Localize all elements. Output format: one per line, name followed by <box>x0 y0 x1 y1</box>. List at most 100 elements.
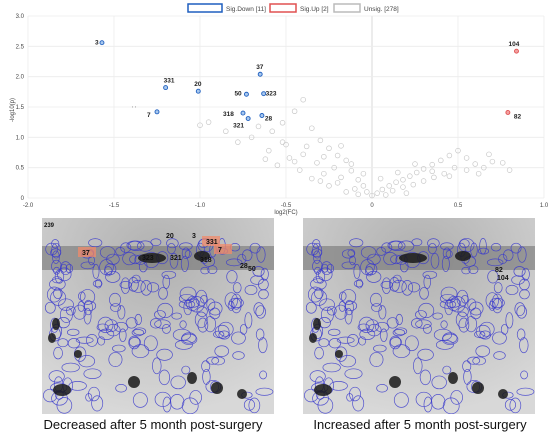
gel-spot-outline <box>365 263 378 276</box>
gel-spot-outline <box>435 339 454 350</box>
gel-spot-outline <box>404 335 419 352</box>
point-sig-down <box>261 91 267 97</box>
gel-spot-label: 104 <box>497 275 509 282</box>
gel-spot-outline <box>80 289 96 305</box>
point-unsig <box>297 167 303 173</box>
gel-spot-outline <box>366 270 382 283</box>
gel-spot-outline <box>440 242 454 251</box>
x-tick-label: -1.0 <box>195 203 206 209</box>
gel-spot-outline <box>207 265 218 275</box>
gel-spot-outline <box>380 281 394 289</box>
point-sig-down <box>195 88 201 94</box>
gel-spot-outline <box>214 345 230 357</box>
stray-marks: , , <box>132 103 136 109</box>
gel-spot-outline <box>156 348 173 361</box>
gel-corner-label: 239 <box>44 223 55 229</box>
gel-spot-outline <box>346 393 354 402</box>
gel-spot-outline <box>395 313 403 326</box>
gel-spot-outline <box>463 368 472 385</box>
point-sig-down <box>99 40 105 46</box>
y-tick-label: 3.0 <box>16 14 25 20</box>
gel-spot-outline <box>513 266 526 277</box>
gel-spot-outline <box>146 282 160 293</box>
gel-dark-spot <box>498 389 508 399</box>
gel-spot-outline <box>143 335 158 352</box>
gel-spot-outline <box>392 329 406 337</box>
point-unsig <box>309 125 315 131</box>
gel-spot-outline <box>519 278 530 291</box>
point-unsig <box>334 180 341 186</box>
gel-spot-outline <box>256 246 266 263</box>
gel-spot-outline <box>207 301 223 316</box>
y-tick-label: 2.5 <box>16 44 25 50</box>
gel-spot-outline <box>519 337 529 354</box>
gel-spot-outline <box>255 328 265 341</box>
gel-spot-label: 321 <box>170 255 182 262</box>
y-tick-label: 2.0 <box>16 75 25 81</box>
gel-spot-outline <box>158 369 171 386</box>
point-unsig <box>475 170 482 177</box>
point-unsig <box>321 153 327 160</box>
gel-spot-outline <box>419 287 429 300</box>
point-sig-down <box>154 109 160 115</box>
legend-label-sig-down: Sig.Down [11] <box>226 6 266 13</box>
gel-spot-outline <box>415 391 433 407</box>
gel-spot-outline <box>427 238 440 249</box>
gel-spot-outline <box>201 360 211 373</box>
gel-spot-outline <box>99 259 114 276</box>
point-label: 82 <box>514 113 522 120</box>
gel-spot-outline <box>445 250 453 258</box>
gel-spot-outline <box>225 258 243 267</box>
x-tick-label: -0.5 <box>281 203 292 209</box>
gel-spot-outline <box>315 269 326 284</box>
gel-spot-outline <box>353 280 364 288</box>
gel-spot-outline <box>422 324 432 334</box>
gel-spot-outline <box>383 252 398 266</box>
gel-spot-outline <box>88 238 103 248</box>
gel-spot-outline <box>92 280 103 288</box>
gel-spot-outline <box>338 301 346 312</box>
gel-spot-outline <box>470 307 482 320</box>
gel-spot-outline <box>53 346 63 360</box>
gel-spot-outline <box>88 386 100 402</box>
gel-spot-outline <box>104 263 117 276</box>
gel-spot-outline <box>387 240 403 251</box>
point-unsig <box>223 128 229 135</box>
gel-spot-outline <box>441 255 450 272</box>
y-tick-label: 1.0 <box>16 135 25 141</box>
point-unsig <box>279 120 286 126</box>
gel-spot-outline <box>440 286 458 301</box>
gel-spot-outline <box>449 296 466 313</box>
gel-spot-outline <box>503 249 514 262</box>
gel-spot-outline <box>243 399 256 411</box>
gel-spot-outline <box>457 306 469 317</box>
gel-dark-spot <box>448 372 458 384</box>
point-label: 50 <box>234 90 242 97</box>
gel-spot-label: 323 <box>142 255 154 262</box>
gel-spot-outline <box>131 329 145 337</box>
gel-spot-outline <box>468 301 484 316</box>
gel-spot-outline <box>392 344 411 359</box>
gel-spot-outline <box>371 303 383 312</box>
point-unsig <box>314 160 320 166</box>
gel-highlight <box>214 244 232 254</box>
point-unsig <box>269 128 275 135</box>
gel-spot-outline <box>485 292 499 309</box>
gel-spot-outline <box>197 317 209 333</box>
point-unsig <box>499 160 506 166</box>
gel-spot-outline <box>232 282 242 294</box>
gel-spot-outline <box>108 352 123 368</box>
gel-spot-outline <box>133 327 147 336</box>
point-sig-up <box>514 48 519 54</box>
gel-spot-label: 28 <box>240 263 248 270</box>
axes: -2.0 -1.5 -1.0 -0.5 0 0.5 1.0 0 0.5 1.0 1.5 2.0 2.5 3… <box>16 14 549 209</box>
gel-spot-label: 82 <box>495 267 503 274</box>
point-unsig <box>348 167 355 174</box>
gel-spot-outline <box>213 330 225 339</box>
gel-spot-outline <box>45 242 58 256</box>
gel-spot-outline <box>521 267 530 281</box>
point-unsig <box>279 139 286 145</box>
gel-dark-spot <box>48 333 56 343</box>
